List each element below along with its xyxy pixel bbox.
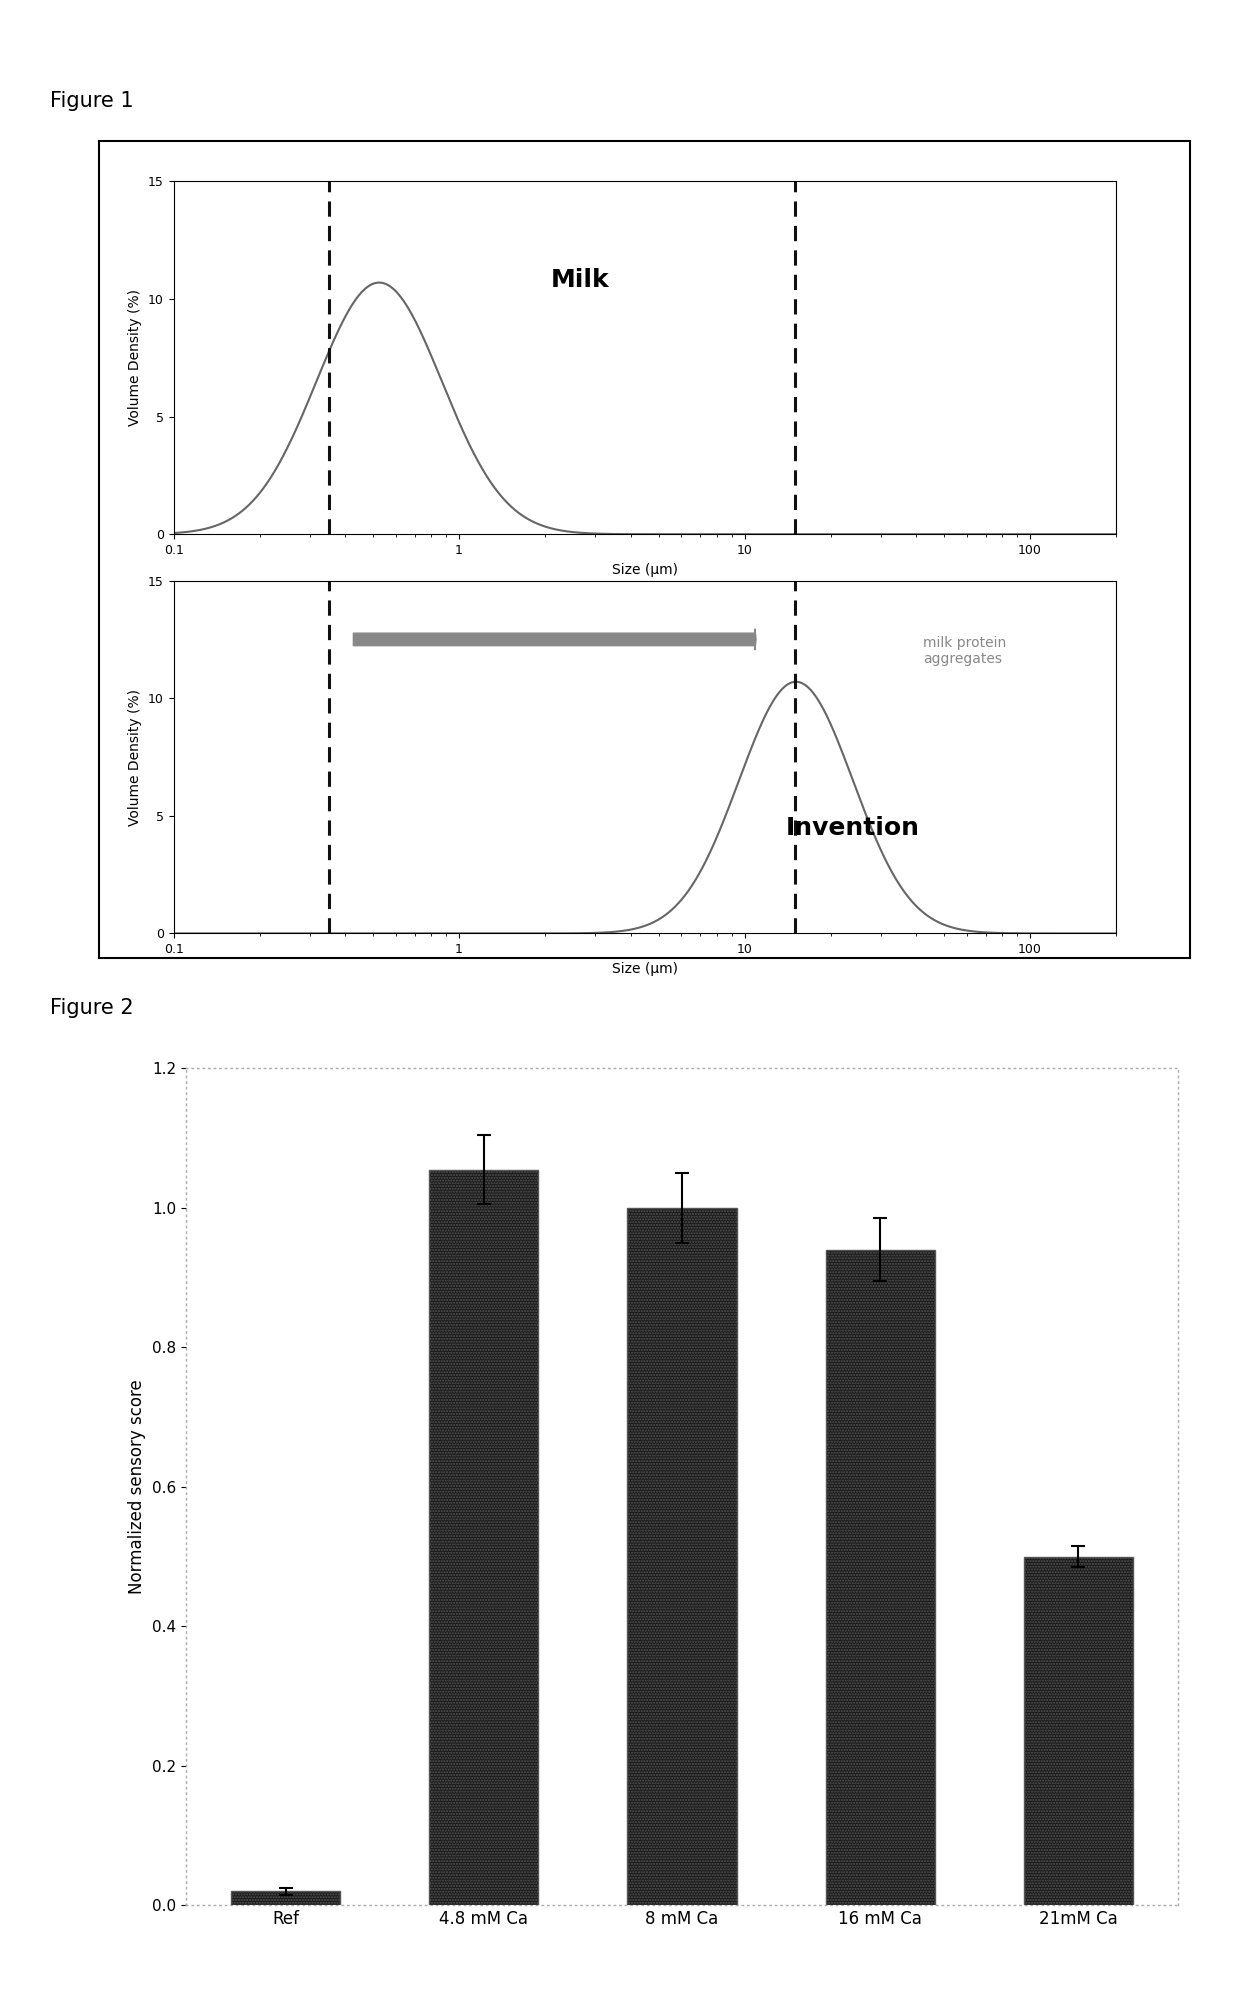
Bar [826,1250,935,1905]
Text: Milk: Milk [551,268,609,292]
Y-axis label: Volume Density (%): Volume Density (%) [129,290,143,425]
Y-axis label: Normalized sensory score: Normalized sensory score [129,1379,146,1595]
X-axis label: Size (μm): Size (μm) [611,962,678,976]
Text: Figure 2: Figure 2 [50,998,133,1018]
Text: Invention: Invention [786,816,920,839]
Bar [1024,1556,1133,1905]
Text: milk protein
aggregates: milk protein aggregates [923,637,1006,665]
Bar [429,1169,538,1905]
Text: Figure 1: Figure 1 [50,91,133,111]
Y-axis label: Volume Density (%): Volume Density (%) [129,689,143,825]
Bar [627,1208,737,1905]
Bar [231,1891,340,1905]
X-axis label: Size (μm): Size (μm) [611,562,678,577]
